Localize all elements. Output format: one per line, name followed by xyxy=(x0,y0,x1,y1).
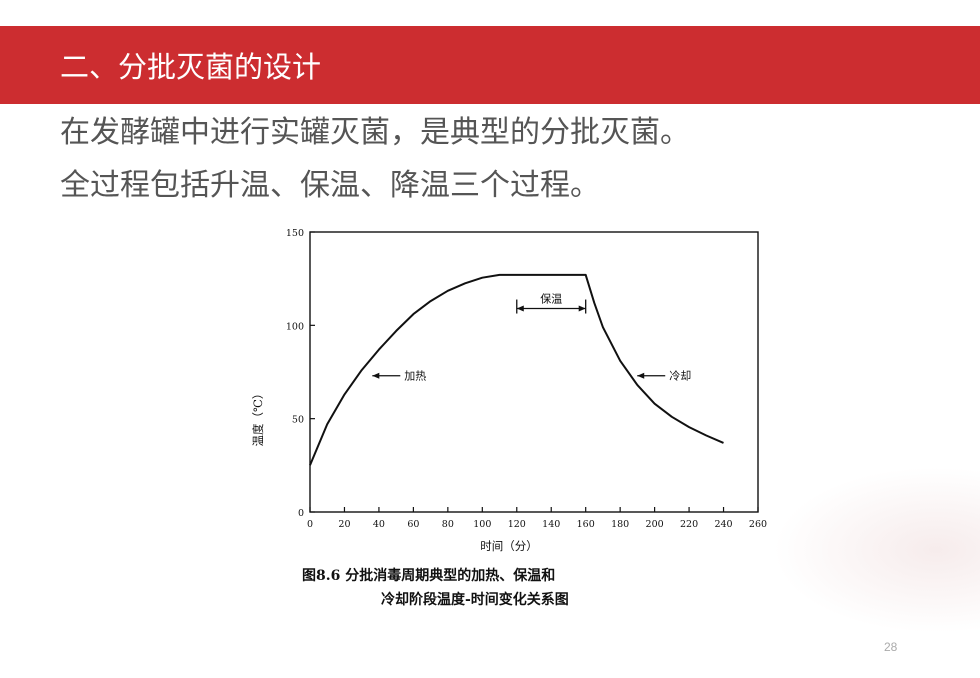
y-tick-label: 0 xyxy=(298,508,304,519)
x-tick-label: 100 xyxy=(473,519,491,530)
hold-arrow-left xyxy=(516,305,524,312)
slide-title: 二、分批灭菌的设计 xyxy=(60,50,322,84)
chart-caption-line-2: 冷却阶段温度-时间变化关系图 xyxy=(381,591,569,608)
x-tick-label: 160 xyxy=(577,519,595,530)
body-line-2: 全过程包括升温、保温、降温三个过程。 xyxy=(60,168,600,203)
x-tick-label: 220 xyxy=(680,519,698,530)
y-axis-label: 温度（℃） xyxy=(251,388,265,447)
temperature-curve xyxy=(309,273,724,466)
y-tick-label: 150 xyxy=(286,228,304,239)
annotation-hold: 保温 xyxy=(540,292,562,306)
x-tick-label: 0 xyxy=(307,519,313,530)
body-line-1: 在发酵罐中进行实罐灭菌，是典型的分批灭菌。 xyxy=(60,115,690,150)
x-tick-label: 200 xyxy=(646,519,664,530)
x-tick-label: 40 xyxy=(373,519,385,530)
title-bar xyxy=(0,26,980,104)
x-tick-label: 260 xyxy=(749,519,767,530)
cooling-arrow-head xyxy=(637,372,645,379)
x-tick-label: 120 xyxy=(508,519,526,530)
temperature-time-chart: 0 20 40 60 80 100 120 140 160 180 200 220 240 260 0 50 1… xyxy=(251,228,767,608)
heating-arrow-head xyxy=(372,372,380,379)
plot-frame xyxy=(309,231,759,513)
corner-decoration xyxy=(760,460,980,640)
x-tick-label: 180 xyxy=(611,519,629,530)
x-tick-label: 80 xyxy=(442,519,454,530)
x-tick-label: 20 xyxy=(338,519,350,530)
x-tick-label: 140 xyxy=(542,519,560,530)
y-tick-label: 100 xyxy=(286,321,304,332)
x-axis-label: 时间（分） xyxy=(480,539,538,553)
annotation-heating: 加热 xyxy=(404,370,426,383)
chart-caption-line-1: 图8.6 分批消毒周期典型的加热、保温和 xyxy=(302,567,555,584)
annotation-cooling: 冷却 xyxy=(669,370,691,383)
x-tick-label: 60 xyxy=(407,519,419,530)
hold-arrow-right xyxy=(578,305,586,312)
page-number: 28 xyxy=(884,640,898,654)
y-tick-label: 50 xyxy=(292,415,304,426)
x-tick-label: 240 xyxy=(714,519,732,530)
